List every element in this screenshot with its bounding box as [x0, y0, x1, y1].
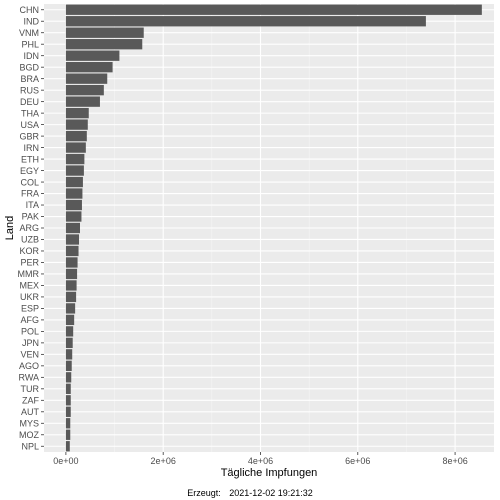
y-tick-label: RWA — [18, 373, 39, 383]
x-tick-label: 6e+06 — [345, 456, 370, 466]
x-tick-label: 0e+00 — [53, 456, 78, 466]
bar-jpn — [65, 337, 73, 349]
y-tick-label: IDN — [24, 51, 40, 61]
y-tick-label: JPN — [22, 338, 39, 348]
bar-rwa — [65, 372, 72, 383]
bar-pol — [65, 326, 74, 337]
y-tick-label: TUR — [21, 384, 40, 394]
bar-mmr — [65, 268, 78, 280]
bar-rus — [65, 84, 104, 96]
bar-col — [65, 176, 83, 188]
bar-bra — [65, 73, 108, 84]
bar-ukr — [65, 291, 77, 303]
y-tick-label: MMR — [18, 269, 40, 279]
y-tick-label: DEU — [20, 97, 39, 107]
bar-chn — [65, 4, 482, 15]
y-tick-label: COL — [20, 177, 39, 187]
bar-npl — [65, 441, 70, 452]
y-tick-label: ITA — [26, 200, 39, 210]
bar-uzb — [65, 234, 80, 245]
x-tick-label: 4e+06 — [248, 456, 273, 466]
y-tick-label: ETH — [21, 154, 39, 164]
bar-aut — [65, 406, 71, 417]
bar-gbr — [65, 130, 87, 142]
y-tick-label: MOZ — [19, 430, 39, 440]
y-tick-label: PAK — [22, 212, 39, 222]
y-tick-label: MYS — [19, 418, 39, 428]
y-tick-label: MEX — [19, 281, 39, 291]
bar-afg — [65, 314, 75, 326]
bar-ind — [65, 16, 426, 27]
y-tick-label: KOR — [19, 246, 39, 256]
y-axis-ticks: CHNINDVNMPHLIDNBGDBRARUSDEUTHAUSAGBRIRNE… — [18, 5, 44, 451]
y-tick-label: BRA — [20, 74, 39, 84]
y-tick-label: GBR — [19, 131, 39, 141]
y-tick-label: IND — [24, 16, 40, 26]
bar-idn — [65, 50, 120, 61]
bar-pak — [65, 211, 82, 222]
bar-mys — [65, 418, 71, 429]
y-tick-label: PER — [20, 258, 39, 268]
bar-arg — [65, 222, 80, 234]
y-tick-label: THA — [21, 108, 39, 118]
bar-ago — [65, 360, 72, 372]
y-tick-label: POL — [21, 327, 39, 337]
y-tick-label: FRA — [21, 189, 39, 199]
bar-usa — [65, 119, 88, 130]
y-tick-label: UZB — [21, 235, 39, 245]
bar-tha — [65, 107, 89, 119]
y-tick-label: USA — [20, 120, 39, 130]
bar-phl — [65, 39, 143, 50]
bar-egy — [65, 165, 84, 176]
bars — [65, 4, 482, 452]
y-tick-label: PHL — [21, 39, 39, 49]
y-tick-label: IRN — [24, 143, 40, 153]
y-tick-label: UKR — [20, 292, 40, 302]
bar-kor — [65, 245, 79, 257]
caption-timestamp: 2021-12-02 19:21:32 — [229, 488, 313, 498]
bar-bgd — [65, 62, 113, 73]
bar-moz — [65, 429, 71, 440]
bar-tur — [65, 383, 71, 394]
bar-zaf — [65, 395, 71, 406]
y-tick-label: AGO — [19, 361, 39, 371]
bar-fra — [65, 188, 83, 199]
x-axis-title: Tägliche Impfungen — [221, 467, 318, 479]
y-tick-label: ARG — [19, 223, 39, 233]
bar-per — [65, 257, 78, 268]
y-axis-title: Land — [4, 216, 16, 240]
bar-esp — [65, 303, 76, 314]
bar-eth — [65, 153, 85, 165]
x-tick-label: 8e+06 — [442, 456, 467, 466]
bar-mex — [65, 280, 77, 291]
bar-deu — [65, 96, 100, 107]
bar-ita — [65, 199, 82, 211]
caption-label: Erzeugt: — [187, 488, 221, 498]
y-tick-label: ESP — [21, 304, 39, 314]
x-tick-label: 2e+06 — [151, 456, 176, 466]
y-tick-label: RUS — [20, 85, 39, 95]
y-tick-label: NPL — [21, 441, 39, 451]
y-tick-label: CHN — [20, 5, 40, 15]
y-tick-label: AUT — [21, 407, 40, 417]
bar-ven — [65, 349, 73, 360]
bar-irn — [65, 142, 86, 153]
y-tick-label: AFG — [20, 315, 39, 325]
y-tick-label: ZAF — [22, 396, 40, 406]
y-tick-label: VNM — [19, 28, 39, 38]
y-tick-label: EGY — [20, 166, 39, 176]
caption: Erzeugt: 2021-12-02 19:21:32 — [187, 488, 313, 498]
bar-vnm — [65, 27, 144, 38]
y-tick-label: BGD — [19, 62, 39, 72]
y-tick-label: VEN — [20, 350, 39, 360]
x-axis-ticks: 0e+00 2e+06 4e+06 6e+06 8e+06 — [53, 452, 468, 466]
